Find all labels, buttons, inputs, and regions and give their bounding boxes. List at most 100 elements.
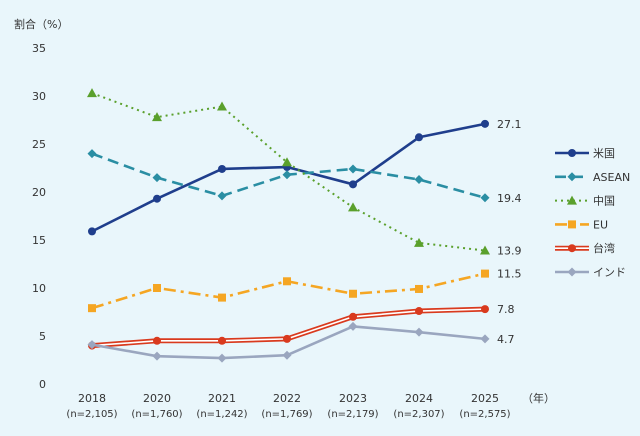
data-point	[282, 350, 292, 360]
x-tick-label: 2025	[471, 392, 499, 405]
legend-label: インド	[593, 266, 626, 279]
x-tick-sublabel: (n=2,179)	[327, 409, 378, 420]
data-point	[153, 194, 161, 203]
data-point	[283, 277, 291, 286]
data-point	[153, 284, 161, 292]
data-point	[415, 133, 423, 142]
data-point	[348, 321, 358, 331]
y-tick-label: 20	[32, 186, 46, 199]
series-2	[87, 88, 490, 255]
y-tick-label: 5	[39, 330, 46, 343]
x-tick-sublabel: (n=1,242)	[196, 409, 247, 420]
x-axis-ticks: 2018 (n=2,105) 2020 (n=1,760) 2021 (n=1,242) 2…	[66, 392, 510, 420]
data-point	[217, 101, 227, 111]
end-value-label: 11.5	[497, 268, 522, 281]
legend-item: 中国	[555, 195, 615, 208]
data-point	[152, 173, 162, 183]
x-tick-label: 2023	[339, 392, 367, 405]
x-axis-unit-label: （年）	[522, 391, 555, 405]
y-tick-label: 10	[32, 282, 46, 295]
data-point	[348, 164, 358, 174]
legend-marker	[568, 220, 576, 229]
axes: 割合（%） （年）	[14, 17, 555, 405]
data-point	[87, 88, 97, 98]
data-point	[481, 119, 489, 128]
end-labels: 27.1 19.4 13.9 11.5 7.8 4.7	[497, 118, 522, 346]
y-tick-label: 30	[32, 90, 46, 103]
end-value-label: 27.1	[497, 118, 522, 131]
data-point	[348, 202, 358, 212]
legend-label: ASEAN	[593, 171, 630, 184]
legend-label: 米国	[593, 147, 615, 160]
data-point	[88, 304, 96, 313]
y-tick-label: 0	[39, 378, 46, 391]
x-tick-sublabel: (n=2,105)	[66, 409, 117, 420]
end-value-label: 4.7	[497, 333, 515, 346]
x-tick-sublabel: (n=2,575)	[459, 409, 510, 420]
data-point	[152, 351, 162, 361]
data-point	[218, 293, 226, 302]
x-tick-label: 2020	[143, 392, 171, 405]
data-point	[349, 180, 357, 189]
series-4	[88, 305, 489, 350]
data-point	[349, 289, 357, 298]
data-point	[282, 170, 292, 180]
end-value-label: 19.4	[497, 192, 522, 205]
legend-item: インド	[555, 266, 626, 279]
data-point	[217, 353, 227, 363]
legend-label: EU	[593, 218, 608, 231]
legend-item: EU	[555, 218, 608, 231]
y-tick-label: 15	[32, 234, 46, 247]
data-point	[414, 175, 424, 185]
series-3	[88, 269, 489, 313]
data-point	[217, 191, 227, 201]
y-tick-label: 35	[32, 42, 46, 55]
legend-marker	[568, 244, 576, 253]
legend-item: 台湾	[555, 241, 615, 255]
x-tick-sublabel: (n=1,769)	[261, 409, 312, 420]
y-tick-label: 25	[32, 138, 46, 151]
x-tick-label: 2022	[273, 392, 301, 405]
y-axis-title: 割合（%）	[14, 17, 68, 31]
series-5	[87, 321, 490, 363]
legend-label: 台湾	[593, 241, 615, 255]
data-point	[152, 112, 162, 122]
data-point	[87, 340, 97, 350]
data-point	[283, 334, 291, 343]
end-value-label: 7.8	[497, 303, 515, 316]
data-point	[480, 193, 490, 203]
x-tick-label: 2021	[208, 392, 236, 405]
data-point	[480, 334, 490, 344]
data-point	[414, 327, 424, 337]
legend-marker	[568, 149, 576, 157]
series-layer	[87, 88, 490, 363]
x-tick-sublabel: (n=1,760)	[131, 409, 182, 420]
y-axis-ticks: 0 5 10 15 20 25 30 35	[32, 42, 46, 391]
legend-marker	[567, 267, 577, 277]
x-tick-label: 2024	[405, 392, 433, 405]
legend-marker	[567, 172, 577, 182]
data-point	[282, 157, 292, 167]
data-point	[481, 305, 489, 314]
legend-label: 中国	[593, 195, 615, 208]
data-point	[480, 245, 490, 255]
data-point	[415, 307, 423, 316]
data-point	[88, 227, 96, 236]
data-point	[218, 336, 226, 345]
legend-marker	[567, 195, 577, 205]
x-tick-sublabel: (n=2,307)	[393, 409, 444, 420]
legend-item: ASEAN	[555, 171, 630, 184]
data-point	[349, 312, 357, 321]
data-point	[414, 237, 424, 247]
data-point	[218, 164, 226, 173]
x-tick-label: 2018	[78, 392, 106, 405]
data-point	[153, 336, 161, 345]
data-point	[481, 269, 489, 278]
legend-item: 米国	[555, 147, 615, 160]
series-1	[87, 149, 490, 203]
end-value-label: 13.9	[497, 245, 522, 258]
data-point	[87, 149, 97, 159]
